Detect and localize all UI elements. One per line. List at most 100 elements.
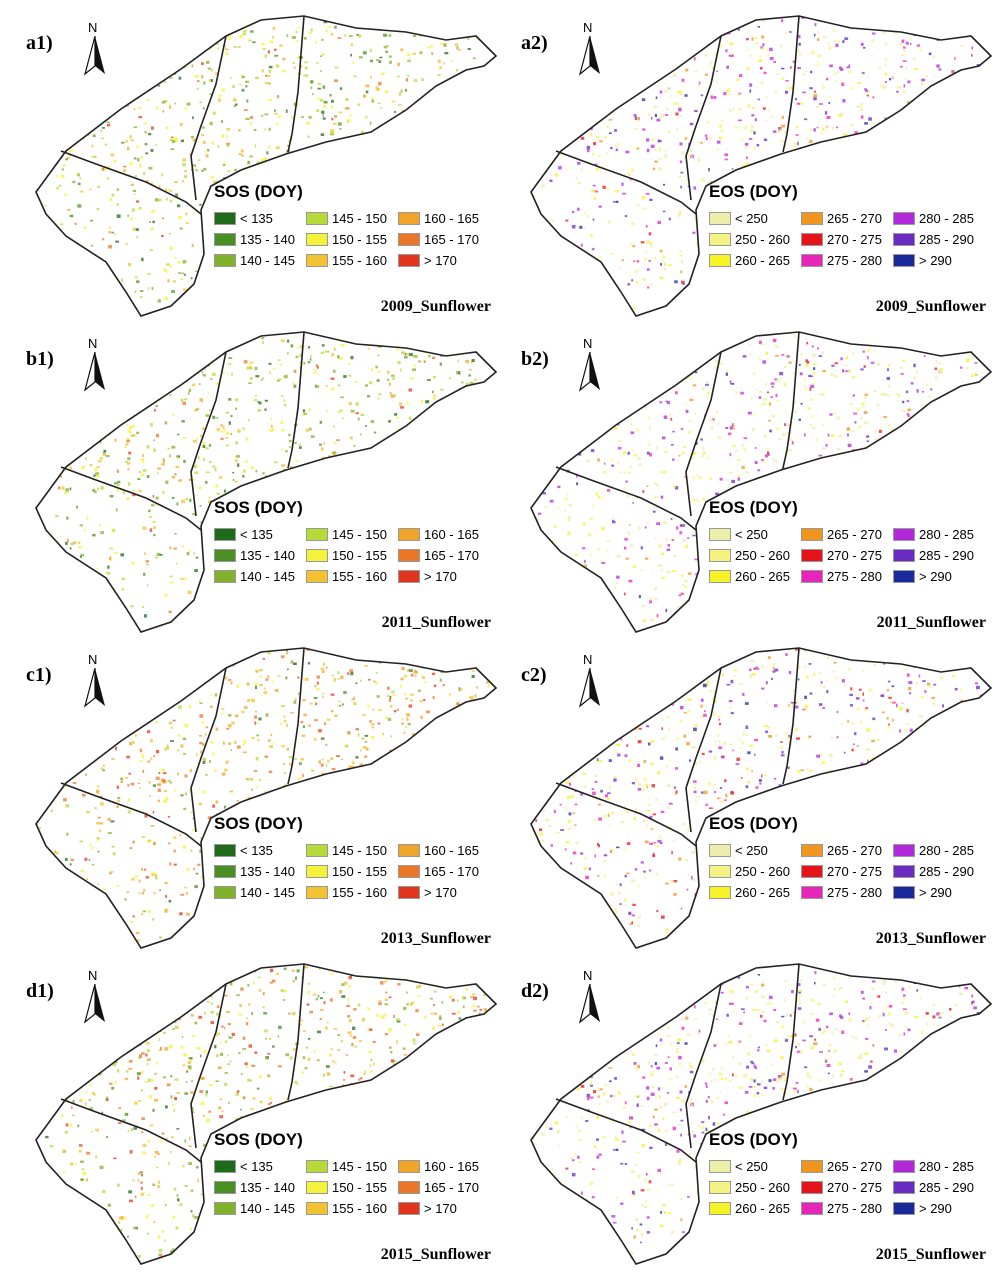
pixel-cluster (933, 478, 936, 482)
pixel-cluster (333, 122, 337, 125)
pixel-cluster (648, 260, 651, 262)
pixel-cluster (678, 388, 680, 390)
pixel-cluster (234, 480, 239, 483)
pixel-cluster (609, 132, 612, 135)
study-area-map (523, 15, 993, 317)
legend-swatch (398, 233, 420, 246)
legend-swatch (214, 528, 236, 541)
pixel-cluster (735, 174, 739, 176)
pixel-cluster (864, 144, 869, 147)
pixel-cluster (938, 68, 942, 71)
pixel-cluster (56, 583, 59, 586)
pixel-cluster (208, 79, 213, 82)
pixel-cluster (929, 421, 931, 425)
pixel-cluster (916, 119, 921, 121)
pixel-cluster (933, 338, 937, 341)
pixel-cluster (339, 357, 343, 360)
pixel-cluster (854, 16, 856, 19)
pixel-cluster (582, 422, 586, 425)
pixel-cluster (420, 419, 424, 423)
pixel-cluster (542, 414, 547, 418)
pixel-cluster (728, 21, 732, 25)
legend-swatch (214, 212, 236, 225)
pixel-cluster (432, 376, 436, 379)
pixel-cluster (327, 26, 332, 28)
pixel-cluster (116, 214, 121, 218)
pixel-cluster (250, 466, 254, 470)
pixel-cluster (660, 552, 664, 555)
pixel-cluster (523, 314, 526, 317)
pixel-cluster (452, 778, 457, 783)
panel-caption: 2009_Sunflower (875, 298, 986, 315)
pixel-cluster (114, 438, 117, 442)
pixel-cluster (527, 68, 529, 71)
pixel-cluster (192, 829, 196, 832)
pixel-cluster (960, 466, 963, 469)
pixel-cluster (381, 654, 386, 657)
pixel-cluster (95, 280, 100, 283)
pixel-cluster (224, 805, 226, 809)
pixel-cluster (928, 430, 932, 434)
pixel-cluster (136, 200, 140, 203)
pixel-cluster (962, 118, 966, 122)
pixel-cluster (547, 135, 552, 138)
pixel-cluster (450, 451, 455, 454)
pixel-cluster (176, 562, 178, 565)
pixel-cluster (795, 126, 799, 129)
study-area-boundary (35, 331, 498, 633)
pixel-cluster (450, 767, 455, 770)
pixel-cluster (199, 101, 202, 104)
pixel-cluster (272, 367, 276, 370)
pixel-cluster (79, 124, 82, 128)
pixel-cluster (74, 304, 78, 307)
pixel-cluster (49, 76, 52, 80)
pixel-cluster (281, 429, 285, 432)
legend-item: 160 - 165 (398, 208, 490, 229)
pixel-cluster (849, 369, 851, 373)
pixel-cluster (900, 460, 904, 463)
pixel-cluster (36, 576, 41, 579)
pixel-cluster (745, 471, 749, 474)
pixel-cluster (876, 403, 880, 406)
pixel-cluster (614, 616, 616, 619)
pixel-cluster (664, 149, 668, 152)
pixel-cluster (233, 21, 236, 25)
pixel-cluster (260, 158, 265, 162)
pixel-cluster (150, 339, 155, 342)
pixel-cluster (521, 628, 525, 630)
pixel-cluster (941, 411, 946, 416)
pixel-cluster (952, 151, 957, 156)
pixel-cluster (242, 743, 245, 746)
pixel-cluster (990, 564, 991, 568)
pixel-cluster (118, 284, 121, 288)
pixel-cluster (946, 467, 950, 471)
pixel-cluster (85, 261, 88, 263)
pixel-cluster (861, 405, 865, 408)
pixel-cluster (139, 164, 142, 168)
pixel-cluster (51, 436, 54, 439)
pixel-cluster (125, 461, 129, 463)
pixel-cluster (61, 486, 65, 490)
pixel-cluster (822, 447, 826, 450)
pixel-cluster (140, 398, 145, 401)
pixel-cluster (130, 31, 134, 33)
pixel-cluster (820, 472, 823, 475)
pixel-cluster (362, 51, 367, 55)
pixel-cluster (467, 485, 470, 488)
pixel-cluster (293, 369, 297, 373)
legend: SOS (DOY) < 135 135 - 140 140 - 145 145 - 15… (214, 498, 494, 587)
pixel-cluster (135, 145, 140, 148)
pixel-cluster (387, 370, 390, 374)
pixel-cluster (985, 479, 989, 483)
pixel-cluster (684, 579, 689, 582)
pixel-cluster (120, 553, 125, 557)
legend-label: 150 - 155 (332, 548, 387, 563)
pixel-cluster (622, 384, 626, 388)
pixel-cluster (754, 461, 758, 464)
pixel-cluster (533, 425, 537, 429)
pixel-cluster (987, 450, 991, 453)
pixel-cluster (669, 609, 673, 612)
pixel-cluster (678, 594, 681, 597)
pixel-cluster (754, 43, 757, 46)
pixel-cluster (748, 138, 753, 140)
